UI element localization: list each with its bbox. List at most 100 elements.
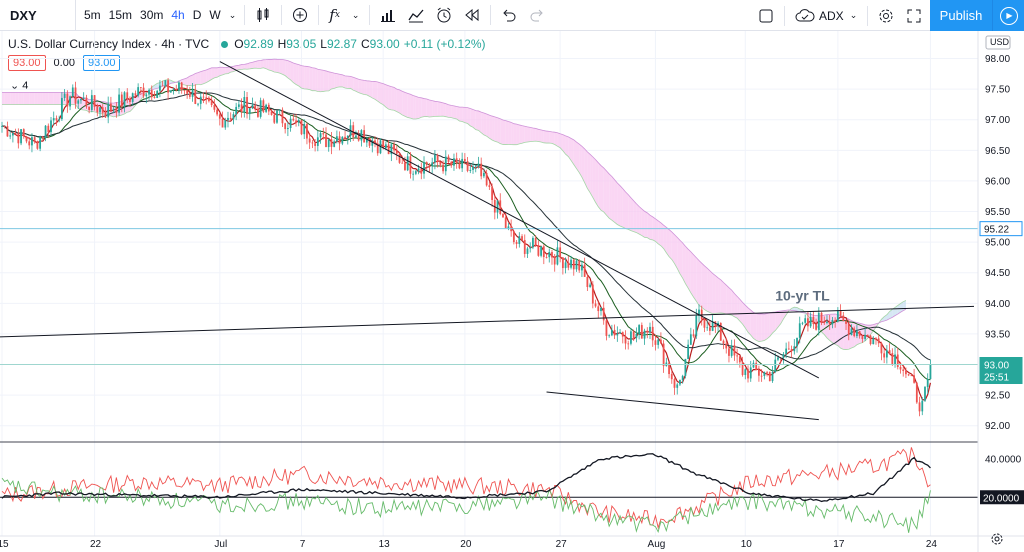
candle-body — [341, 136, 344, 144]
cloud-segment — [734, 293, 738, 319]
price-tick-label: 96.50 — [985, 146, 1010, 157]
adx-tag-bg — [980, 490, 1024, 505]
interval-4h[interactable]: 4h — [171, 8, 185, 22]
time-tick-label: Aug — [648, 539, 666, 550]
fullscreen-icon[interactable] — [900, 0, 928, 31]
candle-body — [744, 369, 747, 376]
candle-body — [820, 312, 823, 323]
candle-body — [455, 158, 458, 164]
candle-body — [338, 136, 341, 144]
interval-group: 5m 15m 30m 4h D W ⌄ — [76, 0, 240, 30]
ohlc-value: 93.00 — [369, 37, 400, 51]
cloud-segment — [693, 254, 697, 302]
cloud-save-icon[interactable]: ADX ⌄ — [789, 0, 863, 31]
candle-body — [594, 303, 597, 307]
candle-body — [36, 141, 39, 149]
cloud-segment — [200, 70, 204, 85]
symbol-search[interactable]: DXY — [0, 0, 76, 30]
candle-body — [22, 129, 25, 137]
redo-icon[interactable] — [523, 0, 551, 30]
ohlc-values: O92.89 H93.05 L92.87 C93.00 — [234, 37, 404, 51]
interval-5m[interactable]: 5m — [84, 8, 101, 22]
interval-w[interactable]: W — [209, 8, 221, 22]
cloud-segment — [560, 133, 563, 151]
price-axis[interactable]: 92.00 92.50 93.00 93.50 94.00 94.50 95.00 95.50… — [977, 31, 1024, 552]
interval-15m[interactable]: 15m — [108, 8, 133, 22]
axis-settings-gear-icon[interactable] — [991, 533, 1003, 545]
interval-d[interactable]: D — [192, 8, 202, 22]
cloud-segment — [549, 131, 552, 144]
candle-body — [327, 139, 330, 148]
candle-body — [52, 118, 55, 121]
cloud-segment — [37, 92, 41, 105]
publish-button[interactable]: Publish — [930, 0, 992, 31]
ma-medium-line — [1, 88, 931, 381]
cloud-segment — [843, 316, 847, 350]
cloud-segment — [138, 93, 141, 103]
candle-body — [139, 87, 142, 88]
price-tick-label: 97.50 — [985, 85, 1010, 96]
bid-price[interactable]: 93.00 — [8, 55, 46, 71]
candle-body — [191, 89, 194, 97]
cloud-segment — [12, 92, 16, 105]
cloud-segment — [320, 69, 324, 92]
templates-icon[interactable] — [402, 0, 430, 30]
candle-body — [262, 100, 265, 112]
cloud-segment — [731, 290, 735, 317]
time-axis[interactable]: 15 22 Jul 7 13 20 27 Aug 10 17 24 — [0, 533, 1024, 550]
cloud-segment — [486, 113, 490, 139]
cloud-segment — [413, 95, 416, 120]
candle-body — [178, 82, 180, 91]
candle-body — [747, 369, 749, 379]
spread-value: 0.00 — [53, 57, 75, 69]
cloud-segment — [380, 82, 384, 105]
alert-clock-icon[interactable] — [430, 0, 458, 30]
divider — [244, 5, 246, 25]
candle-body — [77, 100, 80, 104]
candle-body — [41, 136, 44, 139]
cloud-segment — [287, 60, 291, 80]
cloud-segment — [470, 108, 474, 128]
price-tick-label: 96.00 — [985, 176, 1010, 187]
settings-gear-icon[interactable] — [872, 0, 900, 31]
indicators-toggle[interactable]: ⌄ 4 — [10, 79, 28, 92]
chevron-down-icon[interactable]: ⌄ — [228, 9, 237, 20]
cloud-segment — [298, 64, 302, 89]
undo-icon[interactable] — [495, 0, 523, 30]
cloud-segment — [630, 197, 634, 232]
cloud-segment — [271, 59, 275, 72]
compare-plus-icon[interactable] — [286, 0, 314, 30]
interval-30m[interactable]: 30m — [140, 8, 164, 22]
cloud-segment — [462, 107, 465, 123]
candle-body — [537, 245, 540, 256]
publish-idea-button[interactable]: ▶ — [992, 0, 1024, 31]
chart-canvas[interactable]: 10-yr TL 92.0092.5093.0093.5094.0094.509… — [0, 31, 1024, 552]
candle-body — [643, 330, 646, 339]
candle-body — [265, 104, 268, 112]
ohlc-value: 92.89 — [243, 37, 274, 51]
candle-body — [112, 108, 115, 111]
candle-body — [28, 141, 31, 146]
replay-icon[interactable] — [458, 0, 486, 30]
candle-body — [627, 343, 630, 345]
cloud-segment — [595, 159, 599, 207]
candle-body — [885, 350, 888, 358]
candle-body — [586, 276, 589, 288]
candle-body — [58, 119, 61, 121]
chevron-down-icon[interactable]: ⌄ — [849, 10, 858, 20]
candle-body — [913, 375, 916, 383]
cloud-segment — [590, 154, 593, 198]
candle-type-icon[interactable] — [249, 0, 277, 30]
layout-square-icon[interactable] — [752, 0, 780, 31]
candle-body — [542, 246, 545, 258]
candle-body — [768, 372, 771, 382]
financials-icon[interactable] — [374, 0, 402, 30]
candle-body — [243, 97, 246, 113]
candle-body — [3, 126, 6, 127]
trend-lines[interactable]: 10-yr TL — [0, 61, 975, 421]
candle-body — [1, 126, 3, 127]
grid-lines — [0, 31, 978, 536]
chevron-down-icon[interactable]: ⌄ — [351, 9, 360, 20]
candle-body — [333, 141, 336, 147]
